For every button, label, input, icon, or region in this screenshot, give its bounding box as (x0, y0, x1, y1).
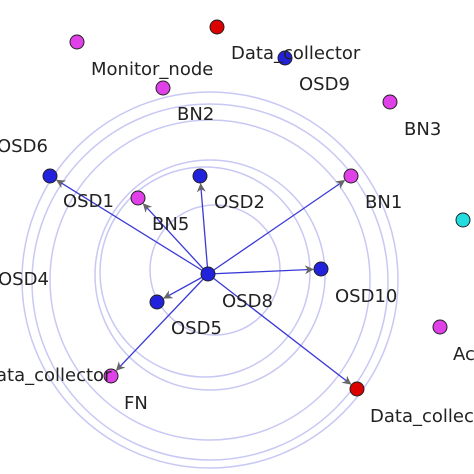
node-osd1 (130, 190, 146, 206)
edge-center-to-osd5 (163, 273, 209, 299)
node-monitor-node (69, 34, 85, 50)
edge-center-to-osd10 (207, 265, 314, 275)
orbit-ring-6 (149, 204, 281, 336)
edge-center-to-osd2 (196, 183, 209, 275)
label-bn2: BN2 (177, 104, 214, 125)
label-osd2: OSD2 (214, 192, 265, 213)
label-bn1: BN1 (365, 192, 402, 213)
node-osd2 (192, 168, 208, 184)
node-bn1 (343, 168, 359, 184)
orbit-ring-2 (31, 103, 389, 461)
nodes (42, 19, 471, 397)
label-osd1: OSD1 (63, 191, 114, 212)
node-osd6 (42, 168, 58, 184)
node-cyan-node (455, 212, 471, 228)
node-osd9 (277, 50, 293, 66)
edge-center-to-data_collector_left (115, 273, 209, 371)
node-bn2 (155, 80, 171, 96)
node-labels: Monitor_node Data_collector OSD9 BN2 BN3 OSD6… (0, 43, 474, 427)
label-bn3: BN3 (404, 119, 441, 140)
label-ac: Ac (453, 344, 474, 365)
node-data-collector-top (209, 19, 225, 35)
node-bn3 (382, 94, 398, 110)
node-osd10 (313, 261, 329, 277)
label-bn5: BN5 (152, 214, 189, 235)
node-center (200, 266, 216, 282)
label-osd8: OSD8 (222, 291, 273, 312)
orbit-ring-3 (49, 119, 371, 441)
label-osd9: OSD9 (299, 74, 350, 95)
label-osd5: OSD5 (171, 318, 222, 339)
edge-center-to-osd1 (142, 203, 209, 275)
edge-center-to-bn1 (207, 179, 346, 275)
label-data-collector-left: ata_collector (0, 365, 112, 386)
node-data-collector-left (103, 368, 119, 384)
label-monitor-node: Monitor_node (91, 59, 213, 80)
label-osd4: OSD4 (0, 269, 49, 290)
node-data-collector-bottom (349, 381, 365, 397)
edge-center-to-data_collector_bottom (207, 273, 352, 385)
label-data-collector-top: Data_collector (231, 43, 361, 64)
node-osd5 (149, 294, 165, 310)
orbit-ring-1 (21, 91, 399, 469)
label-osd10: OSD10 (335, 286, 397, 307)
label-osd6: OSD6 (0, 136, 48, 157)
edge-center-to-osd6 (56, 179, 209, 275)
label-data-collector-bottom: Data_collec (370, 406, 474, 427)
label-fn: FN (124, 393, 148, 414)
node-ac (432, 319, 448, 335)
edges (56, 179, 352, 385)
